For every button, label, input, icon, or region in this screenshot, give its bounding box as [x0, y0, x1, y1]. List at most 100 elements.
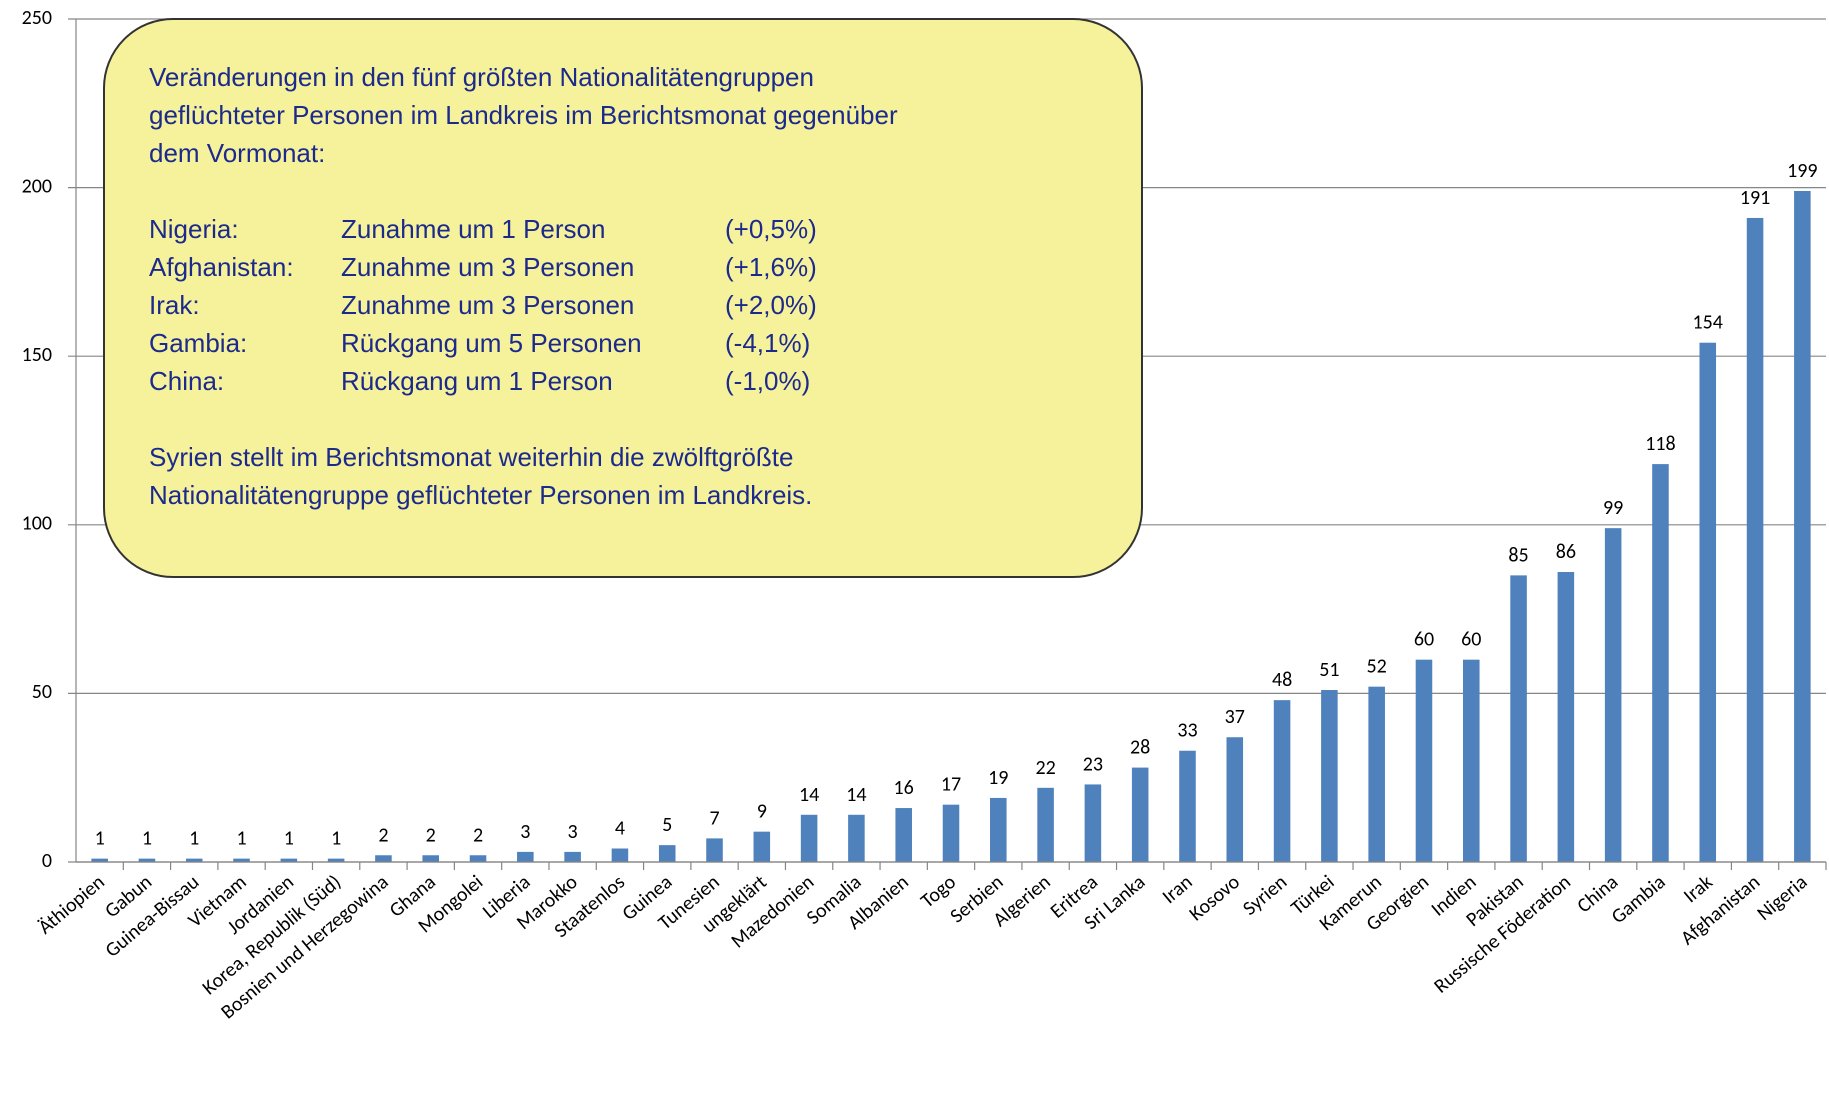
bar [233, 858, 250, 862]
value-label: 1 [189, 827, 199, 851]
bar [1037, 787, 1054, 862]
bar [1368, 686, 1385, 862]
value-label: 9 [757, 800, 767, 824]
bar [138, 858, 156, 862]
annotation-cell: (+2,0%) [725, 290, 817, 320]
value-label: 85 [1508, 543, 1528, 567]
value-label: 99 [1603, 496, 1623, 520]
bar [1746, 217, 1764, 862]
y-tick-label: 100 [22, 512, 52, 536]
annotation-line: Syrien stellt im Berichtsmonat weiterhin… [149, 442, 794, 472]
bar [990, 797, 1007, 862]
annotation-cell: Irak: [149, 290, 200, 320]
value-label: 154 [1693, 311, 1723, 335]
value-label: 1 [331, 827, 341, 851]
value-label: 60 [1461, 628, 1481, 652]
bar [753, 831, 771, 862]
annotation-cell: Zunahme um 3 Personen [341, 290, 635, 320]
value-label: 37 [1225, 705, 1245, 729]
value-label: 3 [520, 820, 530, 844]
bar [1179, 750, 1196, 862]
annotation-row: Nigeria: Zunahme um 1 Person (+0,5%) [149, 210, 1141, 248]
y-tick-label: 50 [32, 680, 52, 704]
value-label: 1 [284, 827, 294, 851]
value-label: 2 [378, 823, 388, 847]
annotation-row: Gambia: Rückgang um 5 Personen (-4,1%) [149, 324, 1141, 362]
bar [848, 814, 865, 862]
annotation-cell: Zunahme um 1 Person [341, 214, 606, 244]
annotation-line: geflüchteter Personen im Landkreis im Be… [149, 100, 898, 130]
y-tick-label: 0 [42, 849, 52, 873]
annotation-box: Veränderungen in den fünf größten Nation… [103, 18, 1143, 578]
bar [1510, 575, 1527, 862]
bar [1273, 700, 1291, 862]
bar [564, 851, 581, 862]
value-label: 3 [568, 820, 578, 844]
value-label: 16 [894, 776, 914, 800]
x-tick-label: Kosovo [1185, 870, 1245, 926]
value-label: 52 [1367, 655, 1387, 679]
value-label: 51 [1319, 658, 1339, 682]
bar [1084, 784, 1102, 862]
value-label: 199 [1787, 159, 1817, 183]
bar [1794, 190, 1811, 863]
value-label: 22 [1035, 756, 1055, 780]
bar [422, 855, 440, 862]
value-label: 14 [799, 783, 819, 807]
annotation-cell: Zunahme um 3 Personen [341, 252, 635, 282]
y-tick-label: 150 [22, 343, 52, 367]
value-label: 191 [1740, 186, 1770, 210]
bar [800, 814, 818, 862]
annotation-row: Afghanistan: Zunahme um 3 Personen (+1,6%) [149, 248, 1141, 286]
annotation-cell: Rückgang um 1 Person [341, 366, 613, 396]
value-label: 2 [426, 823, 436, 847]
bar [185, 858, 203, 862]
annotation-cell: (-4,1%) [725, 328, 811, 358]
bar [280, 858, 298, 862]
bar [1415, 659, 1433, 862]
bar [327, 858, 345, 862]
value-label: 14 [846, 783, 866, 807]
bar [1652, 464, 1669, 862]
annotation-line: dem Vormonat: [149, 138, 326, 168]
annotation-cell: (-1,0%) [725, 366, 811, 396]
y-tick-label: 200 [22, 174, 52, 198]
value-label: 60 [1414, 628, 1434, 652]
value-label: 1 [236, 827, 246, 851]
bar [1604, 528, 1622, 862]
value-label: 1 [142, 827, 152, 851]
value-label: 4 [615, 817, 625, 841]
annotation-line: Veränderungen in den fünf größten Nation… [149, 62, 814, 92]
bar [895, 808, 912, 862]
spacer [149, 400, 1141, 438]
value-label: 17 [941, 773, 961, 797]
bar [375, 855, 392, 862]
value-label: 19 [988, 766, 1008, 790]
x-tick-label: Gambia [1607, 870, 1671, 929]
value-label: 28 [1130, 736, 1150, 760]
annotation-cell: Afghanistan: [149, 252, 294, 282]
annotation-line: Nationalitätengruppe geflüchteter Person… [149, 480, 813, 510]
value-label: 48 [1272, 668, 1292, 692]
bar [942, 804, 960, 862]
x-tick-label: Syrien [1238, 870, 1292, 921]
y-tick-label: 250 [22, 6, 52, 30]
value-label: 33 [1177, 719, 1197, 743]
value-label: 2 [473, 823, 483, 847]
bar [1462, 659, 1480, 862]
annotation-cell: Nigeria: [149, 214, 239, 244]
value-label: 23 [1083, 752, 1103, 776]
bar [1131, 767, 1149, 862]
bar [517, 851, 534, 862]
annotation-cell: China: [149, 366, 225, 396]
annotation-cell: Rückgang um 5 Personen [341, 328, 642, 358]
bar [658, 845, 676, 862]
bar [91, 858, 108, 862]
x-tick-label: Nigeria [1752, 870, 1812, 926]
annotation-cell: Gambia: [149, 328, 248, 358]
annotation-row: China: Rückgang um 1 Person (-1,0%) [149, 362, 1141, 400]
bar [1699, 342, 1717, 862]
value-label: 118 [1645, 432, 1675, 456]
value-label: 1 [95, 827, 105, 851]
